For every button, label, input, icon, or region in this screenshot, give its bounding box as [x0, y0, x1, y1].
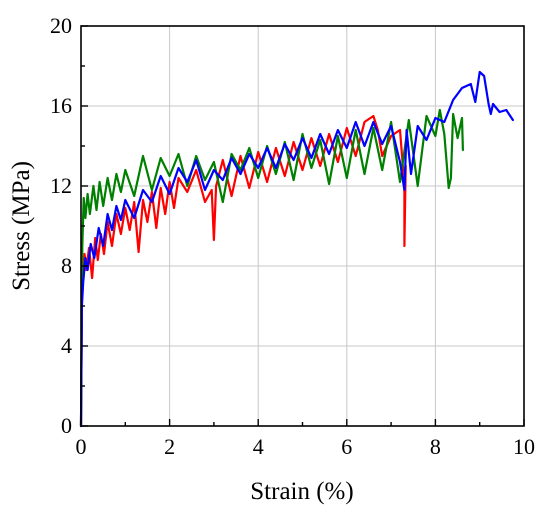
x-tick-label: 0	[76, 434, 87, 459]
y-tick-label: 16	[50, 93, 72, 118]
x-tick-label: 4	[253, 434, 264, 459]
y-tick-label: 8	[61, 253, 72, 278]
y-tick-label: 0	[61, 413, 72, 438]
series-layer	[79, 70, 515, 428]
y-tick-label: 4	[61, 333, 72, 358]
grid	[80, 25, 525, 427]
plot-frame	[80, 25, 525, 427]
y-tick-labels: 0 4 8 12 16 20	[50, 13, 72, 438]
x-tick-labels: 0 2 4 6 8 10	[76, 434, 536, 459]
series-line-3	[79, 70, 515, 428]
x-axis-title: Strain (%)	[250, 478, 353, 505]
y-tick-label: 12	[50, 173, 72, 198]
x-tick-label: 2	[164, 434, 175, 459]
x-tick-label: 10	[513, 434, 535, 459]
y-tick-label: 20	[50, 13, 72, 38]
y-axis-title: Stress (MPa)	[8, 161, 35, 291]
ticks	[80, 25, 525, 427]
x-tick-label: 8	[430, 434, 441, 459]
x-tick-label: 6	[341, 434, 352, 459]
